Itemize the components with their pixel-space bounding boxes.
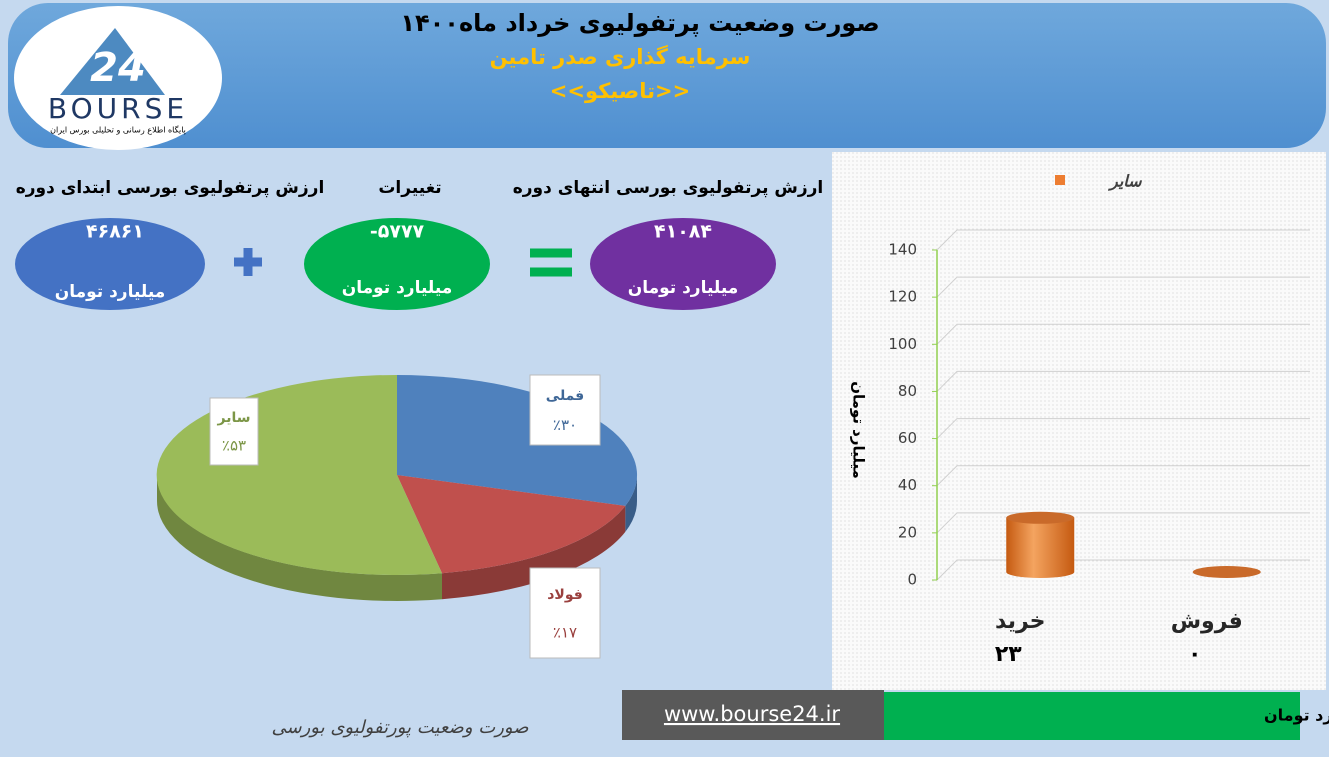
pie-label: فولاد <box>547 587 583 603</box>
y-tick-label: 100 <box>888 335 917 353</box>
logo-tagline: پایگاه اطلاع رسانی و تحلیلی بورس ایران <box>50 125 186 135</box>
header-banner <box>8 3 1326 148</box>
grid-line <box>936 512 1310 534</box>
pie-caption: صورت وضعیت پورتفولیوی بورسی <box>272 717 530 738</box>
logo-name: BOURSE <box>48 92 188 125</box>
y-tick-label: 40 <box>898 476 917 494</box>
grid-line <box>936 276 1310 298</box>
summary-value: ۴۶۸۶۱ <box>86 221 144 243</box>
bar-body <box>1006 517 1075 578</box>
summary-label: تغییرات <box>378 178 441 198</box>
y-tick-label: 140 <box>888 241 917 259</box>
pie-value-label: ٪۱۷ <box>553 623 577 641</box>
y-tick-label: 60 <box>898 429 917 447</box>
subtitle: سرمایه گذاری صدر تامین <box>490 44 751 69</box>
summary-label: ارزش پرتفولیوی بورسی انتهای دوره <box>513 178 824 198</box>
summary-unit: میلیارد تومان <box>342 278 453 298</box>
logo-number: 24 <box>90 45 146 91</box>
summary-oval <box>590 218 776 310</box>
pie-slice <box>397 375 638 506</box>
bar-top <box>1192 566 1261 578</box>
profit-box <box>884 692 1300 740</box>
grid-line <box>936 323 1310 345</box>
summary-label: ارزش پرتفولیوی بورسی ابتدای دوره <box>16 178 325 198</box>
y-tick-label: 20 <box>898 523 917 541</box>
logo-shape <box>60 28 165 95</box>
pie-value-label: ٪۵۳ <box>222 437 246 455</box>
grid-line <box>936 370 1310 392</box>
summary-oval <box>15 218 205 310</box>
plus-sign <box>234 248 262 276</box>
pie-label-box <box>529 567 601 659</box>
company: <<تاصیکو>> <box>550 79 690 103</box>
y-axis-label: میلیارد تومان <box>850 381 868 479</box>
value-label: ۲۳ <box>995 642 1022 667</box>
website: www.bourse24.ir <box>664 702 840 726</box>
x-tick-label: خرید <box>995 609 1046 634</box>
y-tick-label: 80 <box>898 382 917 400</box>
summary-value: ۴۱۰۸۴ <box>654 221 712 243</box>
pie-slice-side <box>442 505 626 600</box>
summary-unit: میلیارد تومان <box>628 278 739 298</box>
title: صورت وضعیت پرتفولیوی خرداد ماه۱۴۰۰ <box>400 9 879 37</box>
equals-sign <box>530 248 572 277</box>
pie-value-label: ٪۳۰ <box>553 416 577 434</box>
legend-label: سایر <box>1107 172 1142 192</box>
summary-value: -۵۷۷۷ <box>370 221 425 243</box>
legend-swatch <box>1055 175 1065 185</box>
grid-line <box>936 418 1310 439</box>
y-tick-label: 120 <box>888 288 917 306</box>
pie-slice-side <box>625 475 638 532</box>
pie-label-box <box>209 397 259 466</box>
pie-slice-side <box>157 475 442 601</box>
grid-line <box>936 465 1310 487</box>
x-tick-label: فروش <box>1171 609 1243 634</box>
bar-panel <box>832 152 1326 690</box>
value-label: ۰ <box>1188 642 1201 667</box>
pie-label: سایر <box>217 410 251 426</box>
pie-slice <box>397 475 626 574</box>
grid-line <box>936 559 1310 581</box>
pie-label: فملی <box>546 388 584 404</box>
y-tick-label: 0 <box>907 571 917 589</box>
bar-top <box>1006 511 1075 524</box>
grid-line <box>936 229 1310 251</box>
website-box <box>622 690 884 740</box>
summary-unit: میلیارد تومان <box>55 282 166 302</box>
summary-oval <box>304 218 490 310</box>
pie-label-box <box>529 374 601 446</box>
profit-note: سود حاصل از واگذاری سهام: ۰ میلیارد توما… <box>1264 706 1329 725</box>
